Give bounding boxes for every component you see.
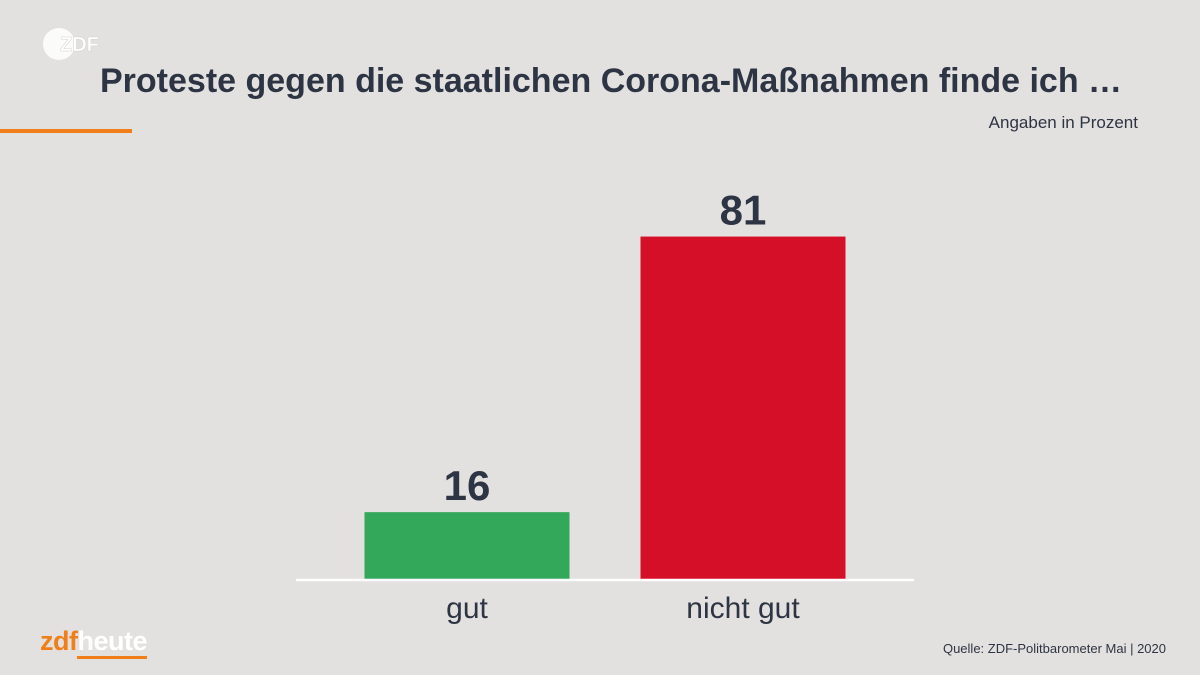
value-label: 81	[720, 187, 767, 234]
bars-group: 16 gut 81 nicht gut	[364, 187, 846, 625]
zdf-logo: ZDF	[43, 28, 99, 60]
source-note: Quelle: ZDF-Politbarometer Mai | 2020	[942, 641, 1166, 656]
unit-label: Angaben in Prozent	[988, 113, 1138, 132]
brand-logo: zdfheute	[40, 626, 147, 659]
chart-title: Proteste gegen die staatlichen Corona-Ma…	[100, 62, 1123, 100]
zdf-logo-text: ZDF	[60, 34, 99, 56]
bar-gut	[364, 512, 570, 580]
brand-zdf: zdf	[40, 626, 78, 656]
bar-nicht-gut	[640, 236, 846, 580]
category-label: nicht gut	[686, 592, 800, 625]
brand-heute: heute	[77, 626, 147, 659]
category-label: gut	[446, 592, 488, 625]
value-label: 16	[444, 462, 491, 509]
accent-line	[0, 129, 132, 133]
